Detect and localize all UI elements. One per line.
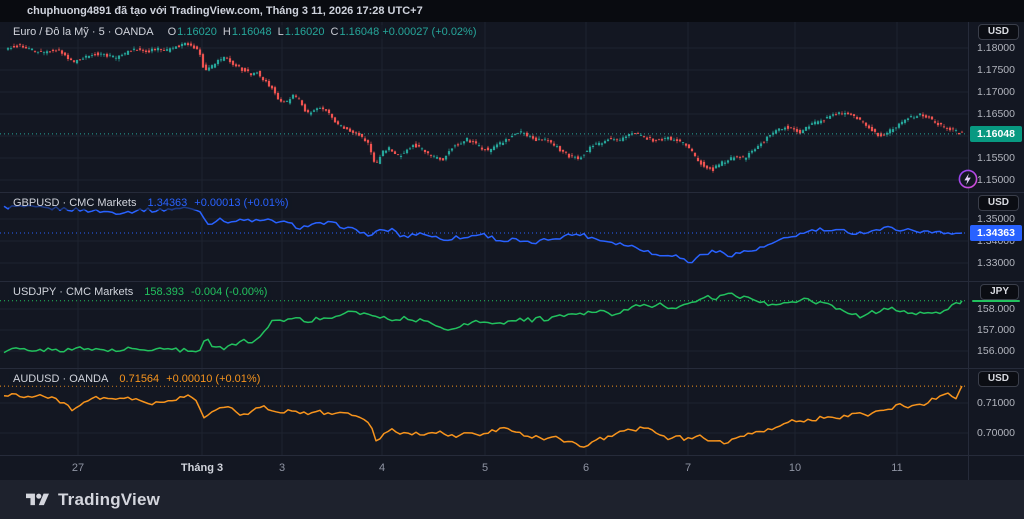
candles-series bbox=[6, 41, 964, 173]
line-series bbox=[3, 204, 963, 264]
chart-panel-usdjpy: JPY 158.000 157.000 156.000 USDJPY · CMC M… bbox=[0, 282, 1024, 369]
time-tick-label: 11 bbox=[891, 462, 903, 474]
panel-separator[interactable] bbox=[0, 281, 1024, 282]
price-tick-label: 1.17500 bbox=[977, 63, 1015, 76]
currency-button-usd[interactable]: USD bbox=[977, 371, 1019, 387]
price-tick-label: 1.15000 bbox=[977, 173, 1015, 186]
symbol-title: Euro / Đô la Mỹ · 5 · OANDA bbox=[13, 26, 154, 38]
ohlc-value: 1.16048 bbox=[231, 26, 272, 38]
price-tick-label: 0.70000 bbox=[977, 427, 1015, 439]
panel-separator[interactable] bbox=[0, 192, 1024, 193]
brand-bar: TradingView bbox=[0, 480, 1024, 519]
price-tick-label: 156.000 bbox=[977, 345, 1015, 357]
price-tick-label: 1.33000 bbox=[977, 256, 1015, 269]
lightning-boost-icon[interactable] bbox=[957, 168, 979, 190]
price-tick-label: 1.15500 bbox=[977, 151, 1015, 164]
price-tick-label: 1.17000 bbox=[977, 85, 1015, 98]
ohlc-key: L bbox=[277, 26, 284, 38]
line-series bbox=[3, 385, 963, 448]
chart-panel-audusd: USD 0.71000 0.70000 AUDUSD · OANDA 0.7156… bbox=[0, 369, 1024, 455]
currency-button-usd[interactable]: USD bbox=[977, 24, 1019, 40]
price-tick-label: 0.71000 bbox=[977, 396, 1015, 409]
price-line-marker bbox=[972, 300, 1020, 302]
usdjpy-legend[interactable]: USDJPY · CMC Markets 158.393 -0.004 (-0.0… bbox=[9, 285, 272, 299]
tradingview-logo-icon[interactable] bbox=[26, 491, 49, 509]
ohlc-values: O1.16020 H1.16048 L1.16020 C1.16048 bbox=[162, 26, 380, 38]
symbol-title: GBPUSD · CMC Markets bbox=[13, 197, 137, 209]
ohlc-value: 1.16020 bbox=[284, 26, 325, 38]
symbol-title: USDJPY · CMC Markets bbox=[13, 286, 134, 298]
audusd-price-axis[interactable]: USD 0.71000 0.70000 bbox=[968, 369, 1024, 455]
audusd-plot[interactable] bbox=[0, 369, 968, 455]
ohlc-value: 1.16048 bbox=[339, 26, 380, 38]
eurusd-plot[interactable] bbox=[0, 22, 968, 192]
price-tick-label: 1.18000 bbox=[977, 42, 1015, 54]
time-tick-label: Tháng 3 bbox=[180, 462, 224, 474]
time-tick-label: 6 bbox=[582, 462, 590, 474]
ohlc-key: O bbox=[167, 26, 177, 38]
eurusd-legend[interactable]: Euro / Đô la Mỹ · 5 · OANDA O1.16020 H1.16… bbox=[9, 25, 481, 39]
symbol-title: AUDUSD · OANDA bbox=[13, 373, 109, 385]
last-value: 158.393 bbox=[144, 286, 185, 298]
time-axis[interactable]: 27 Tháng 3 3 4 5 6 7 10 11 bbox=[0, 455, 1024, 480]
chart-panel-eurusd: USD 1.18000 1.17500 1.17000 1.16500 1.15500 1… bbox=[0, 22, 1024, 192]
change-value: +0.00027 (+0.02%) bbox=[382, 26, 477, 38]
time-tick-label: 4 bbox=[378, 462, 386, 474]
time-tick-label: 10 bbox=[788, 462, 802, 474]
gridlines bbox=[0, 22, 968, 192]
price-tick-label: 1.16500 bbox=[977, 107, 1015, 120]
usdjpy-plot[interactable] bbox=[0, 282, 968, 369]
gbpusd-plot[interactable] bbox=[0, 193, 968, 282]
gbpusd-legend[interactable]: GBPUSD · CMC Markets 1.34363 +0.00013 (+0… bbox=[9, 196, 293, 210]
last-price-tag: 1.34363 bbox=[970, 225, 1022, 241]
last-price-tag: 1.16048 bbox=[970, 125, 1022, 142]
eurusd-price-axis[interactable]: USD 1.18000 1.17500 1.17000 1.16500 1.15500 1… bbox=[968, 22, 1024, 192]
currency-button-usd[interactable]: USD bbox=[977, 195, 1019, 211]
attribution-bar: chuphuong4891 đã tạo với TradingView.com… bbox=[0, 0, 1024, 22]
time-tick-label: 27 bbox=[71, 462, 85, 474]
price-tick-label: 158.000 bbox=[977, 303, 1015, 315]
line-series bbox=[3, 292, 963, 354]
price-tick-label: 157.000 bbox=[977, 324, 1015, 336]
audusd-legend[interactable]: AUDUSD · OANDA 0.71564 +0.00010 (+0.01%) bbox=[9, 372, 265, 386]
time-tick-label: 3 bbox=[278, 462, 286, 474]
ohlc-key: H bbox=[222, 26, 231, 38]
usdjpy-price-axis[interactable]: JPY 158.000 157.000 156.000 bbox=[968, 282, 1024, 369]
gridlines bbox=[0, 193, 968, 282]
currency-button-jpy[interactable]: JPY bbox=[980, 284, 1019, 300]
last-value: 0.71564 bbox=[119, 373, 160, 385]
change-value: +0.00010 (+0.01%) bbox=[166, 373, 261, 385]
change-value: +0.00013 (+0.01%) bbox=[194, 197, 289, 209]
price-tick-label: 1.35000 bbox=[977, 213, 1015, 225]
last-value: 1.34363 bbox=[147, 197, 188, 209]
ohlc-key: C bbox=[330, 26, 339, 38]
change-value: -0.004 (-0.00%) bbox=[191, 286, 268, 298]
ohlc-value: 1.16020 bbox=[177, 26, 217, 38]
brand-name[interactable]: TradingView bbox=[58, 489, 161, 509]
time-tick-label: 7 bbox=[684, 462, 692, 474]
time-tick-label: 5 bbox=[481, 462, 489, 474]
panel-separator[interactable] bbox=[0, 368, 1024, 369]
price-axis-separator bbox=[968, 22, 969, 480]
attribution-text: chuphuong4891 đã tạo với TradingView.com… bbox=[27, 5, 423, 17]
